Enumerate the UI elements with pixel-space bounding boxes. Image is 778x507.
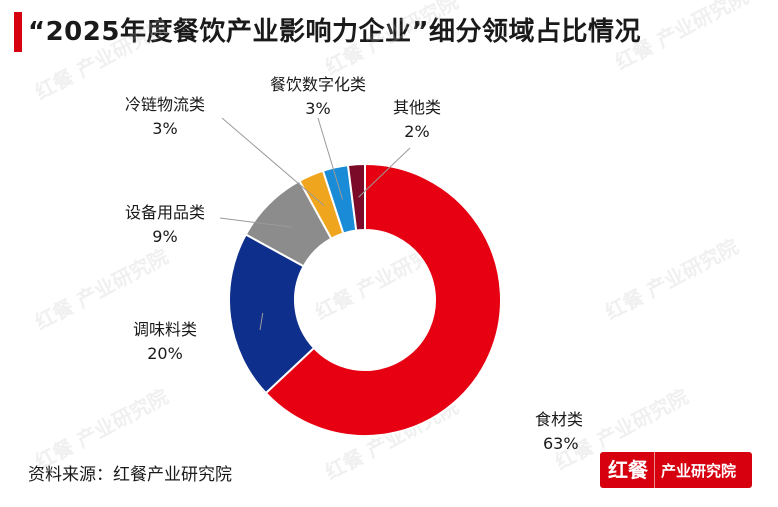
brand-badge: 红餐 产业研究院 — [600, 452, 752, 488]
leader-line — [358, 147, 411, 198]
brand-logo: 红餐 — [600, 452, 655, 488]
slice-label: 冷链物流类 — [125, 95, 205, 114]
slice-value-label: 3% — [305, 99, 330, 118]
slice-label: 其他类 — [393, 98, 441, 117]
brand-name: 产业研究院 — [661, 461, 737, 480]
chart-title: “2025年度餐饮产业影响力企业”细分领域占比情况 — [28, 17, 642, 47]
slice-label: 设备用品类 — [125, 203, 205, 222]
slice-label: 调味料类 — [133, 320, 197, 339]
slices-layer — [228, 162, 502, 437]
slice-value-label: 20% — [147, 344, 183, 363]
leader-line — [221, 117, 325, 206]
title-accent-bar — [14, 12, 22, 52]
watermark-text: 红餐 产业研究院 — [321, 0, 462, 79]
source-note: 资料来源：红餐产业研究院 — [28, 465, 232, 485]
slice-label: 食材类 — [535, 410, 583, 429]
slice-value-label: 9% — [152, 227, 177, 246]
watermark-text: 红餐 产业研究院 — [611, 0, 752, 74]
watermark-text: 红餐 产业研究院 — [601, 234, 742, 324]
slice-1 — [264, 162, 502, 437]
slice-2 — [228, 233, 316, 395]
watermark-text: 红餐 产业研究院 — [31, 14, 172, 104]
slice-6 — [346, 162, 366, 232]
slice-value-label: 63% — [543, 434, 579, 453]
leader-lines-layer — [219, 117, 411, 331]
leader-line — [219, 217, 293, 228]
leader-line — [317, 117, 344, 200]
slice-value-label: 3% — [152, 119, 177, 138]
slice-label: 餐饮数字化类 — [270, 75, 366, 94]
leader-line — [259, 312, 264, 331]
slice-value-label: 2% — [404, 122, 429, 141]
labels-layer: 食材类 63% 调味料类 20% 设备用品类 9% 冷链物流类 3% 餐饮数字化类 3% 其他类 2% — [125, 75, 583, 453]
